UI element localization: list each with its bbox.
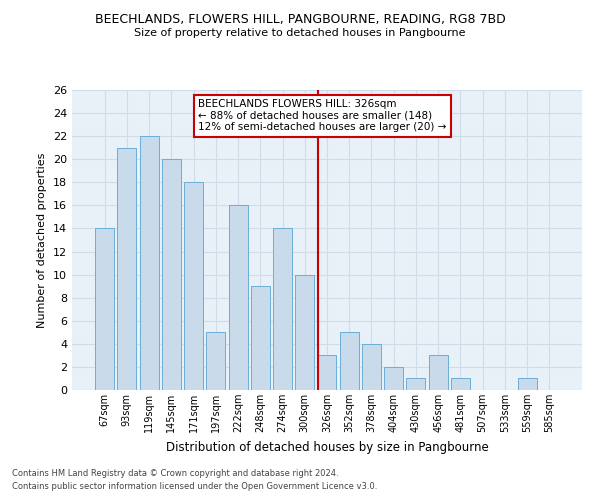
Text: Contains public sector information licensed under the Open Government Licence v3: Contains public sector information licen… <box>12 482 377 491</box>
Bar <box>384 367 403 390</box>
X-axis label: Distribution of detached houses by size in Pangbourne: Distribution of detached houses by size … <box>166 440 488 454</box>
Bar <box>140 136 158 390</box>
Y-axis label: Number of detached properties: Number of detached properties <box>37 152 47 328</box>
Bar <box>118 148 136 390</box>
Bar <box>451 378 470 390</box>
Text: Contains HM Land Registry data © Crown copyright and database right 2024.: Contains HM Land Registry data © Crown c… <box>12 468 338 477</box>
Bar <box>406 378 425 390</box>
Bar <box>317 356 337 390</box>
Text: BEECHLANDS, FLOWERS HILL, PANGBOURNE, READING, RG8 7BD: BEECHLANDS, FLOWERS HILL, PANGBOURNE, RE… <box>95 12 505 26</box>
Bar <box>162 159 181 390</box>
Bar <box>295 274 314 390</box>
Bar <box>251 286 270 390</box>
Bar <box>340 332 359 390</box>
Bar <box>273 228 292 390</box>
Bar <box>429 356 448 390</box>
Text: Size of property relative to detached houses in Pangbourne: Size of property relative to detached ho… <box>134 28 466 38</box>
Bar <box>229 206 248 390</box>
Text: BEECHLANDS FLOWERS HILL: 326sqm
← 88% of detached houses are smaller (148)
12% o: BEECHLANDS FLOWERS HILL: 326sqm ← 88% of… <box>198 99 446 132</box>
Bar <box>362 344 381 390</box>
Bar <box>95 228 114 390</box>
Bar <box>518 378 536 390</box>
Bar <box>184 182 203 390</box>
Bar <box>206 332 225 390</box>
